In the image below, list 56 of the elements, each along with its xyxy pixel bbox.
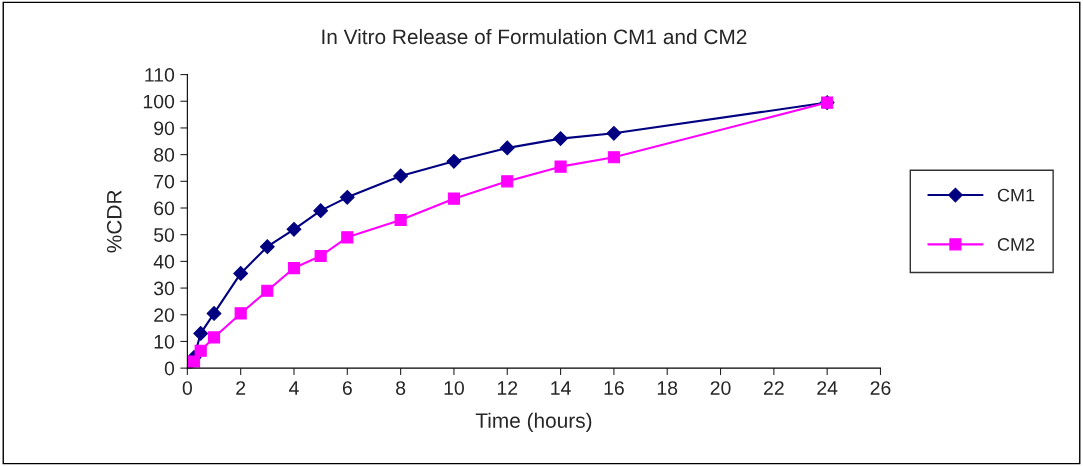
y-tick-label: 0	[164, 361, 175, 376]
point	[193, 326, 209, 341]
x-tick-label: 6	[342, 381, 352, 395]
point	[259, 239, 275, 255]
y-tick-label: 20	[154, 308, 175, 322]
point	[233, 266, 249, 281]
y-tick-label: 40	[153, 254, 175, 269]
point	[499, 140, 515, 156]
x-tick-label: 24	[817, 381, 838, 395]
x-tick-label: 22	[764, 381, 784, 395]
legend-label: CM2	[997, 238, 1035, 251]
x-tick-label: 10	[444, 381, 464, 395]
y-tick-label: 10	[154, 334, 175, 349]
x-tick-label: 8	[396, 381, 406, 395]
point	[194, 344, 207, 357]
x-tick-label: 12	[497, 381, 518, 395]
x-tick-label: 4	[289, 381, 299, 395]
point	[313, 203, 329, 219]
chart-title: In Vitro Release of Formulation CM1 and CM2	[322, 28, 747, 45]
point	[339, 189, 355, 205]
x-tick-label: 14	[551, 381, 571, 395]
point	[501, 175, 514, 188]
y-tick-label: 100	[143, 94, 175, 109]
x-tick-label: 0	[182, 381, 193, 395]
point	[261, 284, 274, 297]
point	[394, 213, 407, 227]
point	[554, 160, 567, 173]
point	[207, 331, 221, 344]
point	[393, 168, 409, 184]
y-tick-label: 70	[154, 174, 175, 189]
x-axis-title: Time (hours)	[475, 412, 592, 433]
point	[607, 151, 620, 164]
x-tick-label: 26	[870, 381, 891, 395]
x-tick-label: 2	[236, 381, 246, 395]
point	[553, 131, 568, 147]
y-tick-label: 80	[154, 148, 175, 162]
point	[446, 153, 462, 169]
y-axis-title: %CDR	[106, 190, 122, 253]
point	[286, 221, 302, 237]
y-tick-label: 30	[153, 281, 175, 296]
point	[314, 249, 327, 263]
y-tick-label: 60	[154, 201, 175, 216]
point	[447, 192, 461, 205]
point	[341, 231, 354, 244]
x-tick-label: 18	[657, 381, 678, 395]
point	[187, 355, 201, 368]
y-tick-label: 50	[154, 228, 175, 242]
x-tick-label: 20	[710, 381, 731, 395]
point	[606, 125, 622, 141]
y-tick-label: 90	[154, 121, 175, 136]
x-tick-label: 16	[604, 381, 624, 395]
point	[234, 307, 247, 320]
y-tick-label: 110	[145, 68, 175, 82]
point	[287, 261, 301, 275]
point	[206, 306, 222, 321]
legend-label: CM1	[997, 188, 1035, 202]
